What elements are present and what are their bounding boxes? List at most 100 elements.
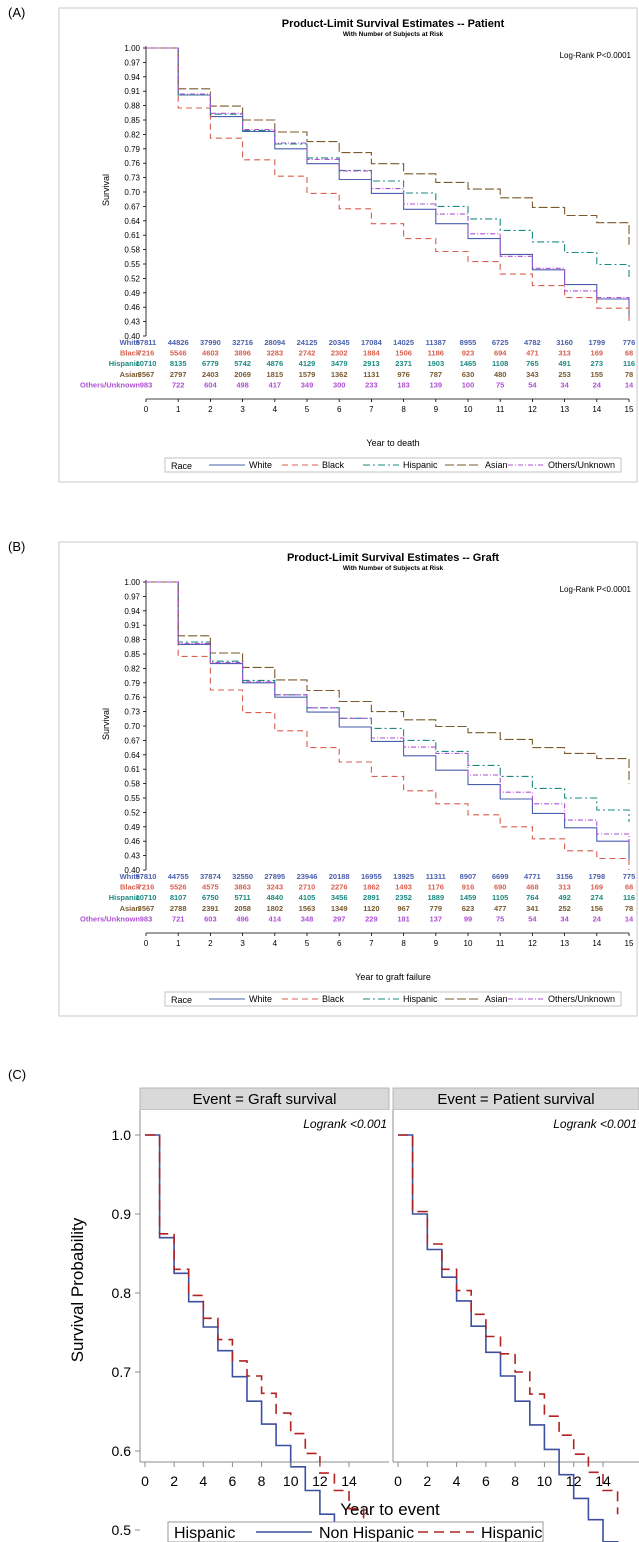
panel-a-risk-count: 480 bbox=[494, 370, 507, 379]
panel-b-risk-count: 78 bbox=[625, 904, 633, 913]
panel-b-risk-count: 156 bbox=[591, 904, 604, 913]
panel-a-risk-count: 776 bbox=[623, 338, 636, 347]
panel-c-facet-2-x-tick-label: 0 bbox=[394, 1473, 402, 1489]
panel-a-risk-count: 2797 bbox=[170, 370, 187, 379]
panel-a-x-tick-label: 9 bbox=[434, 405, 439, 414]
panel-b-risk-count: 764 bbox=[526, 893, 539, 902]
panel-b-risk-count: 477 bbox=[494, 904, 507, 913]
panel-a-risk-count: 24 bbox=[593, 380, 602, 389]
panel-c-legend-title: Hispanic bbox=[174, 1525, 235, 1542]
panel-a-risk-count: 100 bbox=[462, 380, 475, 389]
panel-b-y-tick-label: 0.49 bbox=[124, 823, 140, 832]
panel-a-risk-count: 976 bbox=[397, 370, 410, 379]
panel-a-legend-box bbox=[164, 457, 622, 473]
panel-b-y-tick-label: 0.46 bbox=[124, 837, 140, 846]
panel-b-y-tick-label: 0.88 bbox=[124, 636, 140, 645]
panel-a-risk-count: 3567 bbox=[138, 370, 155, 379]
panel-a-x-tick-label: 7 bbox=[369, 405, 374, 414]
panel-a-risk-count: 28094 bbox=[264, 338, 286, 347]
panel-a-risk-count: 155 bbox=[591, 370, 604, 379]
panel-b-risk-count: 721 bbox=[172, 914, 185, 923]
panel-c-facet-1-x-tick-label: 4 bbox=[199, 1473, 207, 1489]
panel-a-series-black bbox=[146, 47, 630, 322]
panel-a-x-tick-label: 10 bbox=[464, 405, 473, 414]
panel-b-chart: Product-Limit Survival Estimates -- Graf… bbox=[58, 541, 638, 1017]
panel-b-risk-count: 2276 bbox=[331, 883, 348, 892]
panel-a-y-tick-label: 0.70 bbox=[124, 188, 140, 197]
panel-c-facet-1-series-hispanic bbox=[145, 1134, 365, 1538]
panel-a-risk-count: 75 bbox=[496, 380, 504, 389]
panel-a-risk-label-white: White bbox=[120, 338, 140, 347]
panel-b-risk-count: 468 bbox=[526, 883, 539, 892]
panel-a-label: (A) bbox=[8, 5, 25, 20]
panel-b-risk-count: 4771 bbox=[524, 872, 541, 881]
panel-b-y-tick-label: 0.64 bbox=[124, 751, 140, 760]
panel-a-risk-count: 1186 bbox=[428, 349, 444, 358]
panel-c-facet-2-plot-area bbox=[393, 1110, 639, 1462]
panel-c-facet-2-x-tick-label: 12 bbox=[566, 1473, 582, 1489]
panel-b-risk-count: 181 bbox=[397, 914, 410, 923]
panel-a-chart: Product-Limit Survival Estimates -- Pati… bbox=[58, 7, 638, 483]
panel-a-risk-count: 14025 bbox=[393, 338, 414, 347]
panel-a-x-tick-label: 11 bbox=[496, 405, 505, 414]
panel-b-x-tick-label: 14 bbox=[592, 939, 601, 948]
panel-b-risk-count: 7216 bbox=[138, 883, 155, 892]
panel-b-y-tick-label: 0.70 bbox=[124, 722, 140, 731]
panel-a-y-tick-label: 0.67 bbox=[124, 202, 140, 211]
panel-b-risk-count: 1862 bbox=[363, 883, 380, 892]
panel-b-risk-count: 32550 bbox=[232, 872, 253, 881]
panel-b-risk-count: 1176 bbox=[428, 883, 444, 892]
panel-b-logrank: Log-Rank P<0.0001 bbox=[560, 585, 632, 594]
panel-a-risk-count: 1465 bbox=[460, 359, 477, 368]
panel-b-legend-title: Race bbox=[171, 995, 192, 1005]
panel-a-x-tick-label: 2 bbox=[208, 405, 213, 414]
panel-c-facet-2-series-hispanic bbox=[398, 1134, 619, 1515]
panel-b-legend-label-asian: Asian bbox=[485, 994, 508, 1004]
panel-a-risk-count: 630 bbox=[462, 370, 475, 379]
panel-b-x-tick-label: 0 bbox=[144, 939, 149, 948]
panel-c-ylabel: Survival Probability bbox=[68, 1217, 87, 1362]
panel-b-risk-count: 252 bbox=[558, 904, 571, 913]
panel-b-risk-count: 313 bbox=[558, 883, 571, 892]
panel-c-facet-1-x-tick-label: 8 bbox=[258, 1473, 266, 1489]
panel-c-legend-label-non-hispanic: Non Hispanic bbox=[319, 1525, 414, 1542]
panel-b-risk-count: 11311 bbox=[426, 872, 446, 881]
panel-b-risk-count: 967 bbox=[397, 904, 410, 913]
panel-b-series-others-unknown bbox=[146, 581, 630, 846]
panel-a-legend-label-black: Black bbox=[322, 460, 345, 470]
panel-b-risk-label-black: Black bbox=[120, 883, 141, 892]
panel-a-risk-count: 7216 bbox=[138, 349, 155, 358]
panel-a-risk-count: 183 bbox=[397, 380, 410, 389]
panel-b-risk-count: 2391 bbox=[202, 904, 219, 913]
panel-b-series-black bbox=[146, 581, 630, 870]
panel-b-risk-label-asian: Asian bbox=[120, 904, 141, 913]
panel-b-y-tick-label: 0.40 bbox=[124, 866, 140, 875]
panel-b-risk-count: 3567 bbox=[138, 904, 155, 913]
panel-b-risk-count: 916 bbox=[462, 883, 475, 892]
panel-b-legend-label-hispanic: Hispanic bbox=[403, 994, 438, 1004]
panel-b-legend-label-others-unknown: Others/Unknown bbox=[548, 994, 615, 1004]
panel-b-risk-count: 983 bbox=[140, 914, 153, 923]
panel-a-risk-count: 722 bbox=[172, 380, 185, 389]
panel-b-risk-count: 2710 bbox=[299, 883, 316, 892]
panel-b-risk-count: 4575 bbox=[202, 883, 219, 892]
panel-a-risk-count: 694 bbox=[494, 349, 507, 358]
panel-b-risk-count: 274 bbox=[591, 893, 604, 902]
panel-a-y-tick-label: 0.94 bbox=[124, 73, 140, 82]
panel-b-title: Product-Limit Survival Estimates -- Graf… bbox=[287, 552, 499, 564]
panel-b-subtitle: With Number of Subjects at Risk bbox=[343, 565, 444, 572]
panel-b-risk-count: 3243 bbox=[266, 883, 283, 892]
panel-b-y-tick-label: 0.55 bbox=[124, 794, 140, 803]
panel-a-risk-count: 24125 bbox=[297, 338, 318, 347]
panel-a-y-tick-label: 0.91 bbox=[124, 87, 140, 96]
panel-a-risk-count: 1362 bbox=[331, 370, 348, 379]
panel-c-facet-2-x-tick-label: 4 bbox=[453, 1473, 461, 1489]
panel-a-risk-count: 3160 bbox=[556, 338, 573, 347]
panel-c-facet-2-x-tick-label: 6 bbox=[482, 1473, 490, 1489]
panel-a-risk-count: 116 bbox=[623, 359, 635, 368]
panel-b-risk-count: 6699 bbox=[492, 872, 509, 881]
panel-b-ylabel: Survival bbox=[101, 708, 111, 740]
panel-a-risk-count: 1131 bbox=[363, 370, 379, 379]
panel-c-facet-1-strip-label: Event = Graft survival bbox=[193, 1091, 337, 1108]
panel-b-x-tick-label: 8 bbox=[401, 939, 406, 948]
